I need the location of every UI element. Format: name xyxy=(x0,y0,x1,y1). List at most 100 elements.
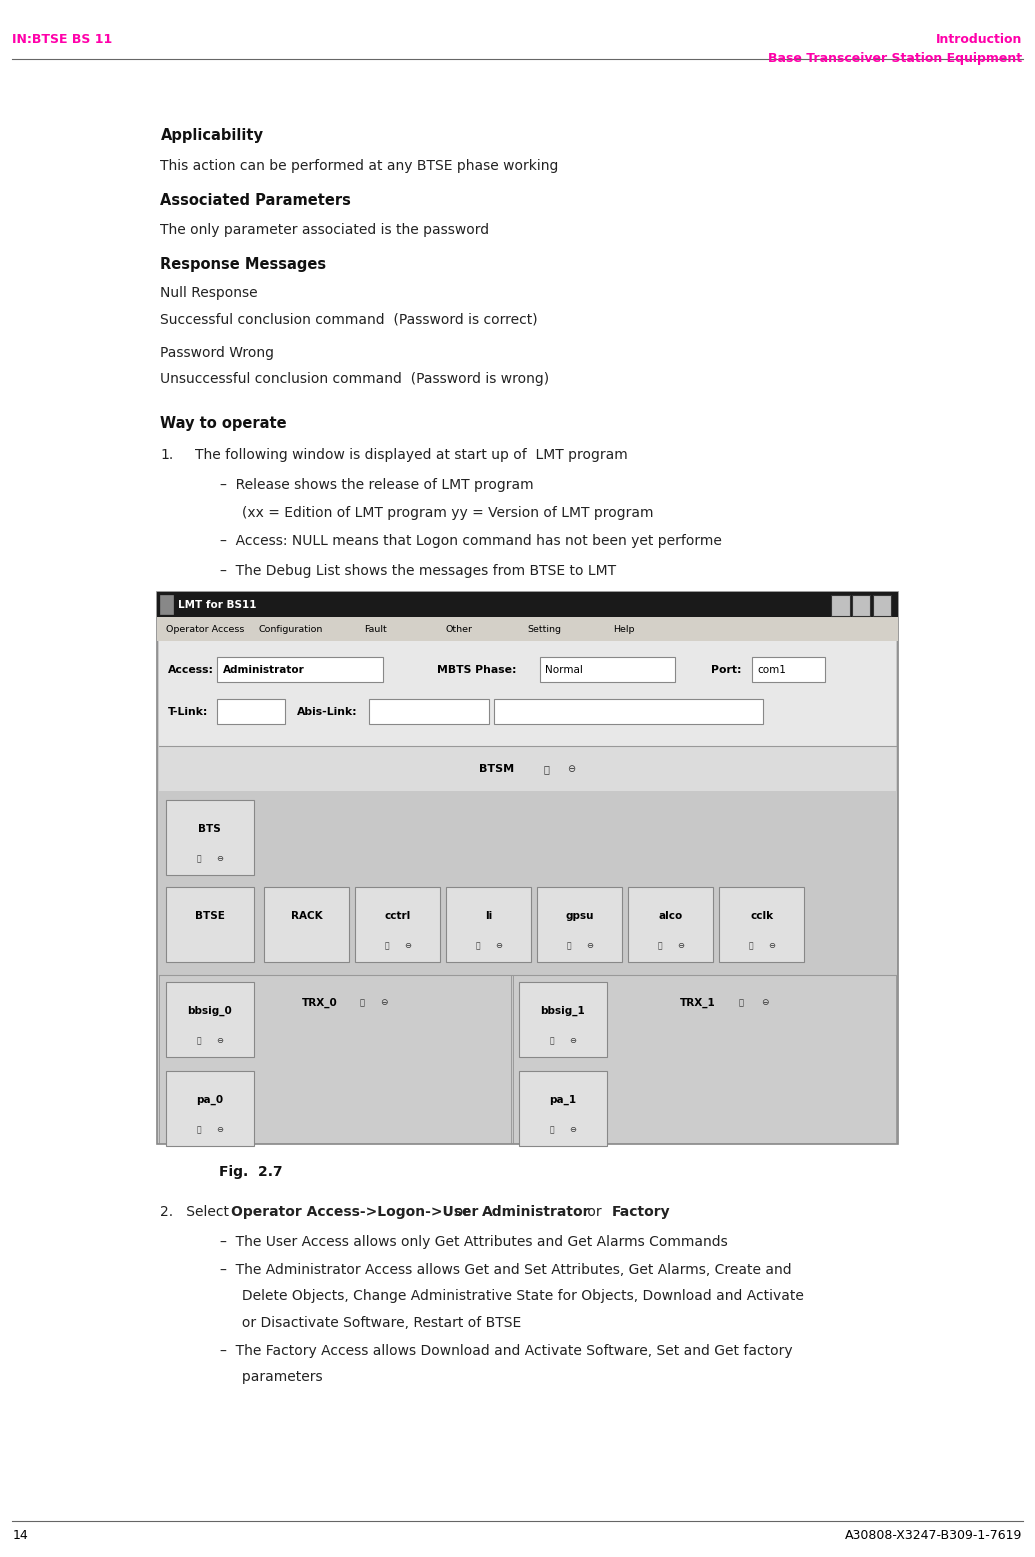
Text: Way to operate: Way to operate xyxy=(160,416,287,431)
Text: Administrator: Administrator xyxy=(482,1205,591,1219)
Text: The only parameter associated is the password: The only parameter associated is the pas… xyxy=(160,223,490,237)
Text: 🔒: 🔒 xyxy=(739,998,744,1007)
Text: BTS: BTS xyxy=(199,824,220,833)
Text: bbsig_0: bbsig_0 xyxy=(187,1006,232,1017)
Text: Configuration: Configuration xyxy=(259,624,323,634)
Text: Access:: Access: xyxy=(168,665,213,674)
Text: Port:: Port: xyxy=(711,665,741,674)
Text: ⊖: ⊖ xyxy=(567,764,575,774)
Text: 🔒: 🔒 xyxy=(543,764,550,774)
Text: com1: com1 xyxy=(758,665,787,674)
Text: cclk: cclk xyxy=(750,911,773,920)
Text: ⊖: ⊖ xyxy=(569,1037,576,1045)
Text: Successful conclusion command  (Password is correct): Successful conclusion command (Password … xyxy=(160,313,538,327)
Text: (xx = Edition of LMT program yy = Version of LMT program: (xx = Edition of LMT program yy = Versio… xyxy=(220,506,654,520)
Bar xyxy=(494,699,763,724)
Text: 🔒: 🔒 xyxy=(197,1126,202,1133)
Bar xyxy=(719,887,804,962)
Text: 2.   Select: 2. Select xyxy=(160,1205,234,1219)
Bar xyxy=(157,592,898,617)
Bar xyxy=(159,641,896,747)
Bar xyxy=(159,747,896,1143)
Text: Unsuccessful conclusion command  (Password is wrong): Unsuccessful conclusion command (Passwor… xyxy=(160,372,550,386)
Bar xyxy=(540,657,675,682)
Text: Fault: Fault xyxy=(364,624,387,634)
Bar xyxy=(355,887,440,962)
Text: Null Response: Null Response xyxy=(160,286,258,301)
Text: 🔒: 🔒 xyxy=(567,942,571,950)
Bar xyxy=(217,699,285,724)
Text: Help: Help xyxy=(613,624,634,634)
Bar xyxy=(157,618,898,641)
Text: or: or xyxy=(583,1205,605,1219)
Text: The following window is displayed at start up of  LMT program: The following window is displayed at sta… xyxy=(195,448,627,462)
Text: RACK: RACK xyxy=(291,911,322,920)
Text: –  Access: NULL means that Logon command has not been yet performe: – Access: NULL means that Logon command … xyxy=(220,534,722,548)
Bar xyxy=(537,887,622,962)
Text: –  The User Access allows only Get Attributes and Get Alarms Commands: – The User Access allows only Get Attrib… xyxy=(220,1235,729,1249)
Text: alco: alco xyxy=(658,911,683,920)
Text: ⊖: ⊖ xyxy=(569,1126,576,1133)
Text: Administrator: Administrator xyxy=(223,665,304,674)
Bar xyxy=(519,1071,607,1146)
Text: 🔒: 🔒 xyxy=(658,942,662,950)
Text: 🔒: 🔒 xyxy=(197,1037,202,1045)
Text: ⊖: ⊖ xyxy=(769,942,775,950)
Text: Abis-Link:: Abis-Link: xyxy=(297,707,358,716)
Text: ⊖: ⊖ xyxy=(761,998,768,1007)
Text: Factory: Factory xyxy=(612,1205,671,1219)
Bar xyxy=(264,887,349,962)
Text: 1.: 1. xyxy=(160,448,174,462)
Text: MBTS Phase:: MBTS Phase: xyxy=(437,665,516,674)
Text: IN:BTSE BS 11: IN:BTSE BS 11 xyxy=(12,34,113,47)
Text: 🔒: 🔒 xyxy=(749,942,753,950)
Text: ⊖: ⊖ xyxy=(496,942,502,950)
Text: Response Messages: Response Messages xyxy=(160,257,327,272)
Bar xyxy=(217,657,383,682)
Text: or: or xyxy=(446,1205,473,1219)
Text: Fig.  2.7: Fig. 2.7 xyxy=(219,1165,283,1179)
Text: This action can be performed at any BTSE phase working: This action can be performed at any BTSE… xyxy=(160,159,559,173)
Text: bbsig_1: bbsig_1 xyxy=(540,1006,585,1017)
Bar xyxy=(166,800,254,875)
Text: –  The Administrator Access allows Get and Set Attributes, Get Alarms, Create an: – The Administrator Access allows Get an… xyxy=(220,1263,792,1277)
Text: –  Release shows the release of LMT program: – Release shows the release of LMT progr… xyxy=(220,478,534,492)
Text: Applicability: Applicability xyxy=(160,129,264,143)
Text: 🔒: 🔒 xyxy=(476,942,480,950)
Text: TRX_0: TRX_0 xyxy=(302,998,338,1007)
Bar xyxy=(446,887,531,962)
Text: ⊖: ⊖ xyxy=(678,942,684,950)
Text: li: li xyxy=(484,911,493,920)
Text: LMT for BS11: LMT for BS11 xyxy=(178,599,257,609)
Text: Setting: Setting xyxy=(528,624,562,634)
Text: pa_1: pa_1 xyxy=(549,1095,576,1105)
Text: –  The Debug List shows the messages from BTSE to LMT: – The Debug List shows the messages from… xyxy=(220,564,617,578)
Bar xyxy=(519,982,607,1057)
Text: Password Wrong: Password Wrong xyxy=(160,346,274,360)
Text: BTSE: BTSE xyxy=(195,911,225,920)
Bar xyxy=(369,699,489,724)
Text: Introduction: Introduction xyxy=(937,34,1023,47)
Bar xyxy=(166,1071,254,1146)
Text: ⊖: ⊖ xyxy=(216,1126,224,1133)
Text: ⊖: ⊖ xyxy=(405,942,411,950)
Bar xyxy=(628,887,713,962)
Text: ⊖: ⊖ xyxy=(216,855,224,863)
Text: 🔒: 🔒 xyxy=(550,1126,555,1133)
Bar xyxy=(752,657,825,682)
Text: cctrl: cctrl xyxy=(384,911,411,920)
Text: ⊖: ⊖ xyxy=(380,998,387,1007)
Text: Associated Parameters: Associated Parameters xyxy=(160,193,351,209)
Text: gpsu: gpsu xyxy=(565,911,594,920)
Text: 🔒: 🔒 xyxy=(197,855,202,863)
Text: Other: Other xyxy=(445,624,472,634)
Bar xyxy=(873,595,891,617)
Text: Delete Objects, Change Administrative State for Objects, Download and Activate: Delete Objects, Change Administrative St… xyxy=(220,1289,804,1303)
Text: Operator Access: Operator Access xyxy=(166,624,244,634)
Bar xyxy=(852,595,870,617)
Text: BTSM: BTSM xyxy=(479,764,514,774)
Text: TRX_1: TRX_1 xyxy=(680,998,716,1007)
Text: A30808-X3247-B309-1-7619: A30808-X3247-B309-1-7619 xyxy=(846,1529,1023,1541)
Text: ⊖: ⊖ xyxy=(216,1037,224,1045)
Bar xyxy=(166,982,254,1057)
